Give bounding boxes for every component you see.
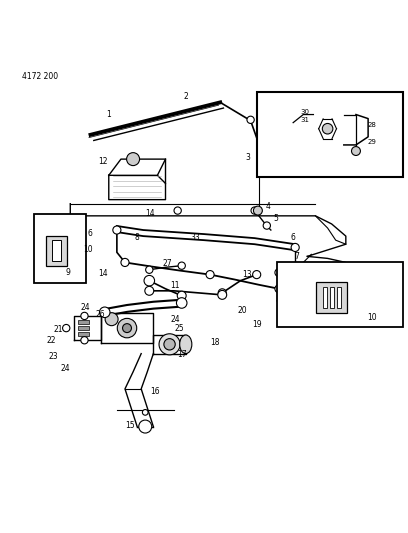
Text: 23: 23 xyxy=(49,352,58,361)
Circle shape xyxy=(105,313,118,326)
Circle shape xyxy=(176,298,187,308)
Text: 13: 13 xyxy=(242,270,251,279)
Circle shape xyxy=(218,289,226,297)
Circle shape xyxy=(275,285,283,293)
Text: 27: 27 xyxy=(163,259,172,268)
Text: 12: 12 xyxy=(98,157,107,166)
Text: 16: 16 xyxy=(150,387,160,396)
Circle shape xyxy=(174,207,181,214)
Bar xyxy=(323,287,327,308)
Text: 6: 6 xyxy=(87,229,92,238)
Text: 6: 6 xyxy=(291,233,295,242)
Bar xyxy=(257,92,403,177)
Bar xyxy=(52,240,61,261)
Text: 24: 24 xyxy=(170,316,180,325)
Bar xyxy=(46,236,67,266)
Circle shape xyxy=(263,222,271,229)
Circle shape xyxy=(62,325,70,332)
Text: 5: 5 xyxy=(274,214,279,223)
Circle shape xyxy=(177,291,186,300)
Text: 24: 24 xyxy=(81,303,91,311)
Text: 31: 31 xyxy=(301,117,310,123)
Circle shape xyxy=(159,334,180,355)
Circle shape xyxy=(251,207,258,214)
Text: 17: 17 xyxy=(177,350,186,359)
Bar xyxy=(78,326,89,330)
Circle shape xyxy=(253,271,261,279)
Text: 7: 7 xyxy=(295,252,299,261)
Text: 4172 200: 4172 200 xyxy=(22,71,58,80)
Text: 3: 3 xyxy=(245,154,250,163)
Circle shape xyxy=(126,152,140,166)
Text: 28: 28 xyxy=(368,122,377,128)
Text: 14: 14 xyxy=(146,209,155,219)
Text: 18: 18 xyxy=(211,338,220,347)
Circle shape xyxy=(322,124,333,134)
Circle shape xyxy=(352,147,360,156)
Text: 22: 22 xyxy=(46,336,55,345)
Text: 1: 1 xyxy=(106,110,111,119)
Bar xyxy=(337,287,341,308)
Circle shape xyxy=(145,286,154,295)
Circle shape xyxy=(100,307,110,318)
Circle shape xyxy=(139,420,152,433)
Text: 9: 9 xyxy=(66,268,71,277)
Text: 33: 33 xyxy=(190,233,200,242)
Circle shape xyxy=(81,337,88,344)
Ellipse shape xyxy=(180,335,192,353)
Text: 15: 15 xyxy=(125,421,135,430)
Text: 24: 24 xyxy=(61,364,70,373)
Text: 29: 29 xyxy=(368,139,377,144)
Circle shape xyxy=(275,269,283,277)
Text: 10: 10 xyxy=(367,313,377,321)
Text: 14: 14 xyxy=(99,269,108,278)
Text: 10: 10 xyxy=(84,245,93,254)
Circle shape xyxy=(178,262,185,269)
Circle shape xyxy=(117,318,137,338)
Text: 8: 8 xyxy=(135,233,140,242)
Circle shape xyxy=(146,266,153,273)
Text: 21: 21 xyxy=(53,325,63,334)
Text: 25: 25 xyxy=(174,324,184,333)
Bar xyxy=(330,287,334,308)
Text: 30: 30 xyxy=(301,109,310,115)
Text: 4: 4 xyxy=(266,202,271,211)
Circle shape xyxy=(122,324,131,333)
Text: 26: 26 xyxy=(96,310,106,319)
Circle shape xyxy=(113,226,121,234)
Circle shape xyxy=(144,276,155,286)
Circle shape xyxy=(247,116,254,124)
Text: 11: 11 xyxy=(170,281,180,290)
Circle shape xyxy=(218,290,227,300)
Circle shape xyxy=(81,312,88,320)
Circle shape xyxy=(142,409,148,415)
Text: 19: 19 xyxy=(253,320,262,328)
Circle shape xyxy=(206,271,214,279)
Bar xyxy=(78,320,89,324)
Circle shape xyxy=(253,206,262,215)
Bar xyxy=(78,332,89,336)
Bar xyxy=(34,214,86,282)
Circle shape xyxy=(121,259,129,266)
Circle shape xyxy=(291,244,299,252)
Bar xyxy=(316,282,347,313)
Text: 20: 20 xyxy=(238,306,247,315)
Circle shape xyxy=(164,338,175,350)
Text: 2: 2 xyxy=(183,92,188,101)
Bar xyxy=(277,262,403,327)
